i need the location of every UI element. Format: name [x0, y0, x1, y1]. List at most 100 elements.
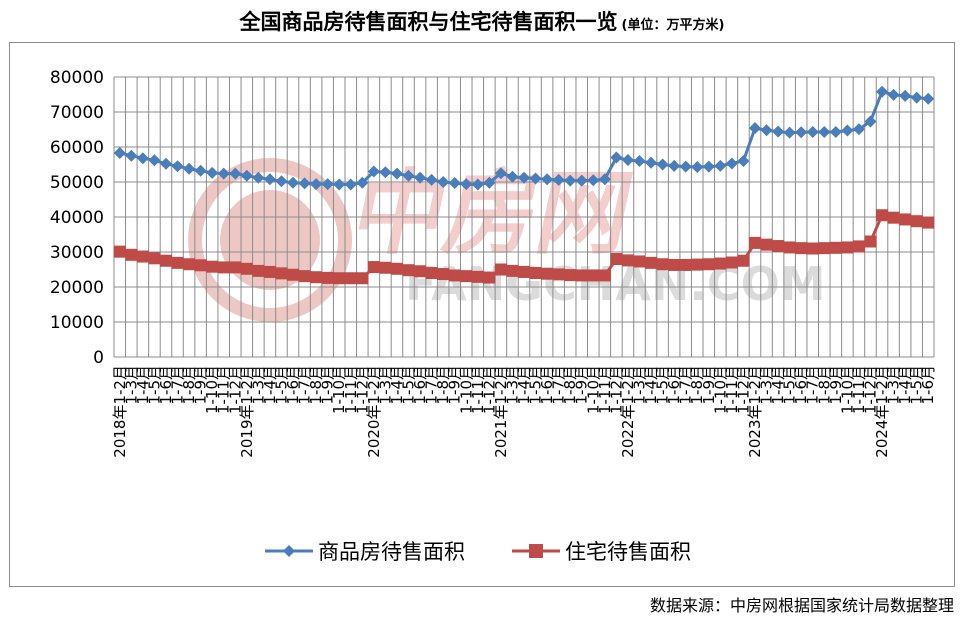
- data-point: [240, 169, 253, 182]
- data-point: [806, 242, 819, 255]
- data-point: [506, 264, 519, 277]
- data-point: [321, 271, 334, 284]
- data-point: [772, 125, 785, 138]
- x-tick-label: 1-10月: [203, 365, 221, 414]
- data-point: [298, 177, 311, 190]
- data-point: [506, 170, 519, 183]
- x-tick-label: 1-4月: [388, 365, 406, 405]
- data-point: [448, 269, 461, 282]
- data-point: [367, 261, 380, 274]
- x-tick-label: 1-5月: [145, 365, 163, 405]
- data-point: [402, 169, 415, 182]
- data-point: [402, 264, 415, 277]
- watermark-brand-en: FANGCHAN.COM: [405, 257, 825, 311]
- x-tick-label: 1-9月: [192, 365, 210, 405]
- data-point: [702, 258, 715, 271]
- data-point: [564, 269, 577, 282]
- data-point: [668, 258, 681, 271]
- x-tick-label: 2018年1-2月: [111, 365, 129, 458]
- x-tick-label: 1-9月: [319, 365, 337, 405]
- x-tick-label: 1-10月: [711, 365, 729, 414]
- x-tick-label: 1-5月: [908, 365, 926, 405]
- x-tick-label: 1-7月: [804, 365, 822, 405]
- data-point: [737, 254, 750, 267]
- data-point: [668, 159, 681, 172]
- data-point: [275, 267, 288, 280]
- data-point: [471, 178, 484, 191]
- data-point: [899, 89, 912, 102]
- x-tick-label: 1-3月: [885, 365, 903, 405]
- x-tick-label: 1-10月: [584, 365, 602, 414]
- x-tick-label: 1-4月: [769, 365, 787, 405]
- y-tick-label: 10000: [50, 313, 104, 333]
- data-point: [714, 159, 727, 172]
- x-tick-label: 1-6月: [665, 365, 683, 405]
- x-tick-label: 1-7月: [423, 365, 441, 405]
- data-point: [252, 171, 265, 184]
- x-tick-label: 1-6月: [919, 365, 937, 405]
- x-tick-label: 1-6月: [411, 365, 429, 405]
- data-point: [263, 265, 276, 278]
- x-tick-label: 1-6月: [284, 365, 302, 405]
- data-point: [183, 162, 196, 175]
- x-tick-label: 1-8月: [561, 365, 579, 405]
- data-point: [748, 236, 761, 249]
- x-tick-label: 1-9月: [700, 365, 718, 405]
- data-point: [425, 173, 438, 186]
- data-point: [171, 160, 184, 173]
- data-point: [725, 256, 738, 269]
- data-point: [679, 258, 692, 271]
- x-tick-label: 1-5月: [781, 365, 799, 405]
- data-point: [818, 125, 831, 138]
- data-point: [899, 213, 912, 226]
- data-point: [725, 157, 738, 170]
- legend-label: 商品房待售面积: [318, 540, 465, 564]
- data-point: [922, 216, 935, 229]
- data-point: [910, 215, 923, 228]
- data-point: [887, 88, 900, 101]
- chart-title-row: 全国商品房待售面积与住宅待售面积一览 (单位：万平方米): [0, 6, 964, 36]
- chart-frame: [9, 42, 955, 587]
- x-tick-label: 2023年1-2月: [746, 365, 764, 458]
- data-point: [691, 258, 704, 271]
- data-point: [552, 173, 565, 186]
- data-point: [229, 167, 242, 180]
- data-point: [321, 178, 334, 191]
- data-point: [494, 167, 507, 180]
- data-point: [610, 253, 623, 265]
- data-point: [113, 146, 126, 159]
- data-point: [494, 263, 507, 276]
- data-point: [748, 122, 761, 135]
- x-tick-label: 1-12月: [734, 365, 752, 414]
- x-tick-label: 1-7月: [677, 365, 695, 405]
- data-point: [864, 115, 877, 128]
- data-point: [598, 173, 611, 186]
- data-point: [529, 172, 542, 185]
- data-point: [645, 156, 658, 169]
- x-tick-label: 2020年1-2月: [365, 365, 383, 458]
- x-tick-label: 1-5月: [400, 365, 418, 405]
- data-point: [229, 261, 242, 274]
- data-point: [829, 125, 842, 138]
- data-point: [702, 160, 715, 173]
- x-tick-label: 1-11月: [342, 365, 360, 414]
- x-tick-label: 1-11月: [469, 365, 487, 414]
- data-point: [610, 151, 623, 164]
- data-point: [356, 176, 369, 189]
- x-tick-label: 1-8月: [815, 365, 833, 405]
- x-tick-label: 1-11月: [215, 365, 233, 414]
- data-point: [656, 158, 669, 171]
- data-point: [148, 154, 161, 167]
- y-tick-label: 80000: [50, 68, 104, 88]
- data-point: [125, 248, 138, 261]
- x-tick-label: 1-3月: [376, 365, 394, 405]
- data-point: [529, 267, 542, 279]
- data-point: [217, 167, 230, 180]
- y-tick-label: 50000: [50, 173, 104, 193]
- data-point: [344, 178, 357, 191]
- x-tick-label: 1-12月: [480, 365, 498, 414]
- data-point: [217, 261, 230, 274]
- x-tick-label: 1-10月: [838, 365, 856, 414]
- chart-title: 全国商品房待售面积与住宅待售面积一览: [239, 10, 618, 34]
